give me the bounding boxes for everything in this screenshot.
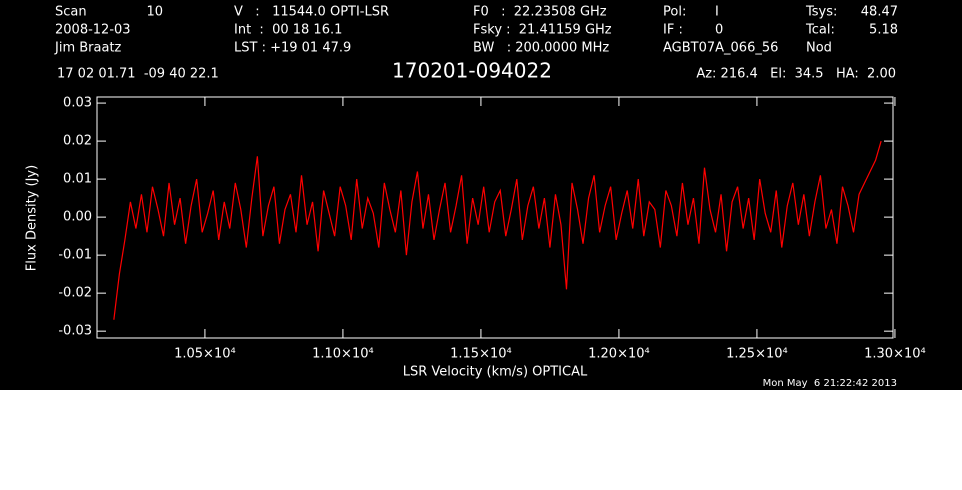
annotation: Jim Braatz: [54, 41, 122, 56]
annotation: Tsys:: [805, 5, 837, 20]
y-tick-label: 0.00: [63, 210, 92, 225]
annotation: Tcal:: [805, 23, 835, 38]
x-tick-label: 1.15×10⁴: [450, 347, 512, 362]
x-axis-label: LSR Velocity (km/s) OPTICAL: [403, 365, 588, 380]
y-tick-label: 0.03: [63, 96, 92, 111]
y-tick-label: 0.01: [63, 172, 92, 187]
x-tick-label: 1.10×10⁴: [312, 347, 374, 362]
x-tick-label: 1.05×10⁴: [174, 347, 236, 362]
annotation: Nod: [806, 41, 832, 56]
annotation: F0 : 22.23508 GHz: [473, 5, 607, 20]
y-tick-label: -0.02: [58, 286, 92, 301]
x-tick-label: 1.25×10⁴: [726, 347, 788, 362]
annotation: 17 02 01.71 -09 40 22.1: [57, 67, 219, 82]
annotation: Mon May 6 21:22:42 2013: [763, 378, 897, 389]
y-axis-label: Flux Density (Jy): [25, 165, 40, 271]
chart-title: 170201-094022: [392, 59, 552, 83]
annotation: Int : 00 18 16.1: [234, 23, 342, 38]
annotation: Az: 216.4 El: 34.5 HA: 2.00: [696, 67, 896, 82]
y-tick-label: 0.02: [63, 134, 92, 149]
y-tick-label: -0.01: [58, 248, 92, 263]
x-tick-label: 1.30×10⁴: [864, 347, 926, 362]
annotation: AGBT07A_066_56: [663, 41, 778, 56]
annotation: V : 11544.0 OPTI-LSR: [234, 5, 389, 20]
annotation: 5.18: [869, 23, 898, 38]
annotation: I: [715, 5, 719, 20]
annotation: LST : +19 01 47.9: [234, 41, 351, 56]
y-tick-label: -0.03: [58, 324, 92, 339]
x-tick-label: 1.20×10⁴: [588, 347, 650, 362]
background: [0, 0, 962, 390]
annotation: Pol:: [663, 5, 686, 20]
annotation: 48.47: [861, 5, 898, 20]
annotation: IF :: [663, 23, 683, 38]
spectrum-line: [113, 140, 882, 320]
annotation: 2008-12-03: [55, 23, 131, 38]
annotation: 0: [715, 23, 723, 38]
annotation: Fsky : 21.41159 GHz: [473, 23, 612, 38]
annotation: 10: [146, 5, 163, 20]
annotation: Scan: [55, 5, 87, 20]
annotation: BW : 200.0000 MHz: [473, 41, 609, 56]
